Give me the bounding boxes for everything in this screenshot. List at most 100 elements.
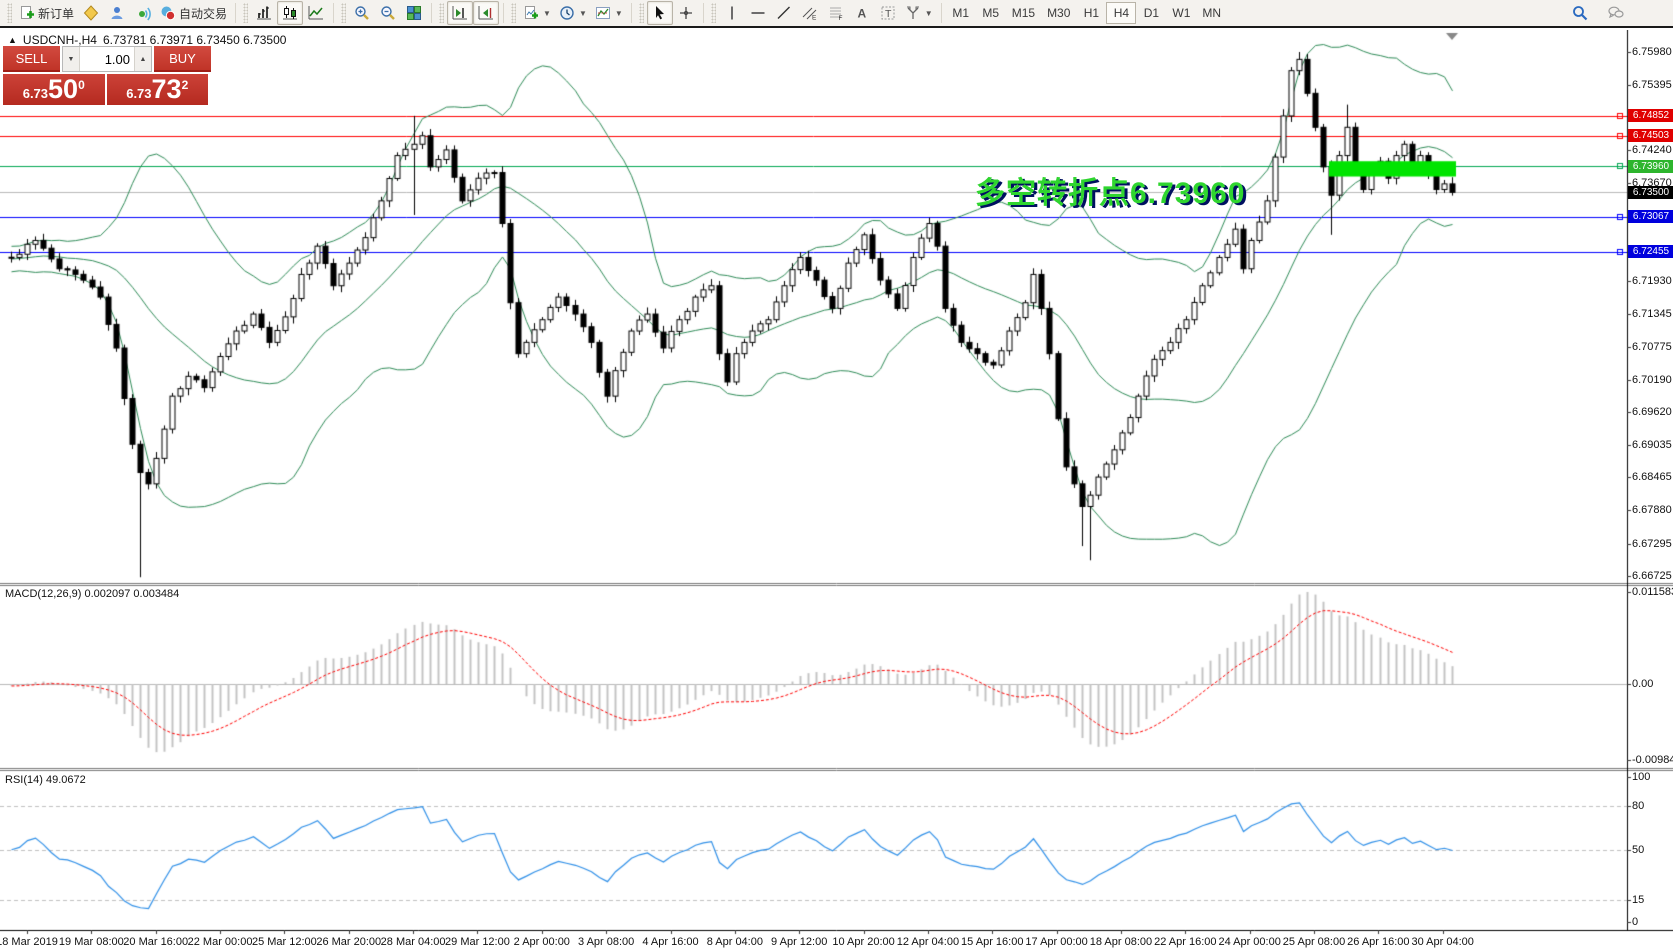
rsi-scale-label: 80 [1632,800,1645,812]
time-tick-label: 22 Apr 16:00 [1154,936,1217,948]
trendline-tool-button[interactable] [771,1,797,25]
profile-icon [111,7,123,19]
time-tick-label: 28 Mar 04:00 [380,936,446,948]
sell-button[interactable]: SELL [3,46,60,72]
timeframe-mn-button[interactable]: MN [1202,6,1222,20]
search-button[interactable] [1567,1,1593,25]
price-tick-label: 6.70775 [1632,340,1672,353]
bar-chart-mode-icon [257,6,272,20]
vertical-line-tool-button[interactable] [719,1,745,25]
dropdown-arrow-icon[interactable]: ▼ [614,8,623,18]
sell-price-sup: 0 [78,78,85,92]
timeframe-m15-button[interactable]: M15 [1011,6,1036,20]
shapes-tool-button[interactable]: ▼ [901,1,937,25]
buy-price-panel[interactable]: 6.73 73 2 [106,74,208,105]
horizontal-line-tool-button[interactable] [745,1,771,25]
profiles-button[interactable]: ▼ [555,1,591,25]
time-tick-label: 29 Mar 12:00 [445,936,510,948]
signals-button[interactable] [130,1,156,25]
toolbar-separator [630,3,632,23]
timeframe-m5-button[interactable]: M5 [982,6,1000,20]
cursor-tool-button[interactable] [646,1,673,25]
indicators-list-button[interactable]: ▼ [591,1,627,25]
label-tool-button[interactable]: T [875,1,901,25]
chart-shift-button[interactable] [473,1,500,25]
chart-text-annotation: 多空转折点6.73960 [975,177,1246,210]
tile-windows-button[interactable] [401,1,427,25]
dropdown-arrow-icon[interactable]: ▼ [924,8,933,18]
price-chart-canvas[interactable] [0,30,1673,952]
main-toolbar: 新订单 自动交易 ▼ ▼ ▼ E F A T ▼ M1 M5 M15 M30 H1 H4 D1 W1 MN [0,0,1673,28]
price-tick-label: 6.68465 [1632,471,1672,484]
chart-title: ▲ USDCNH-,H4 6.73781 6.73971 6.73450 6.7… [8,33,286,47]
bar-chart-mode-button[interactable] [251,1,277,25]
toolbar-grip [341,3,347,23]
time-tick-label: 25 Mar 12:00 [251,936,317,948]
candle-chart-mode-button[interactable] [277,1,304,25]
time-tick-label: 8 Apr 04:00 [706,936,763,948]
text-tool-button[interactable]: A [849,1,875,25]
macd-scale-label: 0.011583 [1632,586,1673,598]
profiles-icon [560,6,574,20]
autotrading-button[interactable]: 自动交易 [156,1,231,25]
price-tick-label: 6.69035 [1632,439,1672,452]
time-tick-label: 26 Apr 16:00 [1347,936,1410,948]
svg-text:E: E [812,15,817,22]
toolbar-grip [243,3,249,23]
buy-button[interactable]: BUY [154,46,211,72]
vertical-line-tool-icon [731,6,733,20]
sell-price-big: 50 [48,74,79,104]
one-click-trading-panel: SELL ▼ ▲ BUY 6.73 50 0 6.73 73 2 [3,46,211,105]
line-chart-mode-button[interactable] [303,1,329,25]
sell-price-panel[interactable]: 6.73 50 0 [3,74,105,105]
chat-button[interactable] [1603,1,1629,25]
rsi-scale-label: 50 [1632,843,1645,856]
zoom-out-button[interactable] [375,1,401,25]
new-chart-button[interactable]: ▼ [519,1,555,25]
crosshair-tool-button[interactable] [673,1,699,25]
profile-button[interactable] [104,1,130,25]
time-tick-label: 17 Apr 00:00 [1025,936,1088,948]
metaeditor-button[interactable] [78,1,104,25]
collapse-panel-icon[interactable]: ▲ [8,35,17,45]
price-level-badge: 6.73067 [1628,210,1673,224]
volume-control: ▼ ▲ [62,46,152,72]
volume-input[interactable] [80,47,134,71]
timeframe-m1-button[interactable]: M1 [952,6,970,20]
dropdown-arrow-icon[interactable]: ▼ [578,8,587,18]
zoom-in-button[interactable] [349,1,375,25]
price-tick-label: 6.67880 [1632,504,1672,517]
toolbar-separator [940,3,942,23]
fibonacci-tool-button[interactable]: F [823,1,849,25]
toolbar-separator [235,3,237,23]
timeframe-m30-button[interactable]: M30 [1047,6,1071,20]
buy-price-big: 73 [151,74,182,104]
volume-decrease-button[interactable]: ▼ [63,47,80,71]
auto-scroll-button[interactable] [447,1,474,25]
dropdown-arrow-icon[interactable]: ▼ [543,8,551,18]
symbol-name: USDCNH-,H4 [22,33,97,47]
chart-window: ▲ USDCNH-,H4 6.73781 6.73971 6.73450 6.7… [0,30,1673,952]
volume-increase-button[interactable]: ▲ [134,47,151,71]
buy-price-small: 6.73 [126,86,152,101]
price-tick-label: 6.75980 [1632,46,1672,58]
chat-icon [1608,6,1624,19]
channel-tool-button[interactable]: E [797,1,823,25]
indicators-list-icon [595,7,610,19]
timeframe-d1-button[interactable]: D1 [1143,6,1160,20]
timeframe-h1-button[interactable]: H1 [1083,6,1100,20]
timeframe-h4-button[interactable]: H4 [1106,2,1137,24]
macd-indicator-label: MACD(12,26,9) 0.002097 0.003484 [5,588,180,600]
time-tick-label: 20 Mar 16:00 [123,936,189,948]
ohlc-values: 6.73781 6.73971 6.73450 6.73500 [102,33,287,47]
autotrading-icon [161,6,176,21]
signals-icon [139,7,151,21]
new-order-icon [21,6,34,19]
buy-price-sup: 2 [181,78,189,92]
new-order-button[interactable]: 新订单 [15,1,78,25]
timeframe-w1-button[interactable]: W1 [1172,6,1191,20]
price-tick-label: 6.69620 [1632,405,1672,418]
toolbar-grip [7,3,12,23]
zoom-out-icon [381,6,395,20]
line-chart-mode-icon [308,6,324,20]
